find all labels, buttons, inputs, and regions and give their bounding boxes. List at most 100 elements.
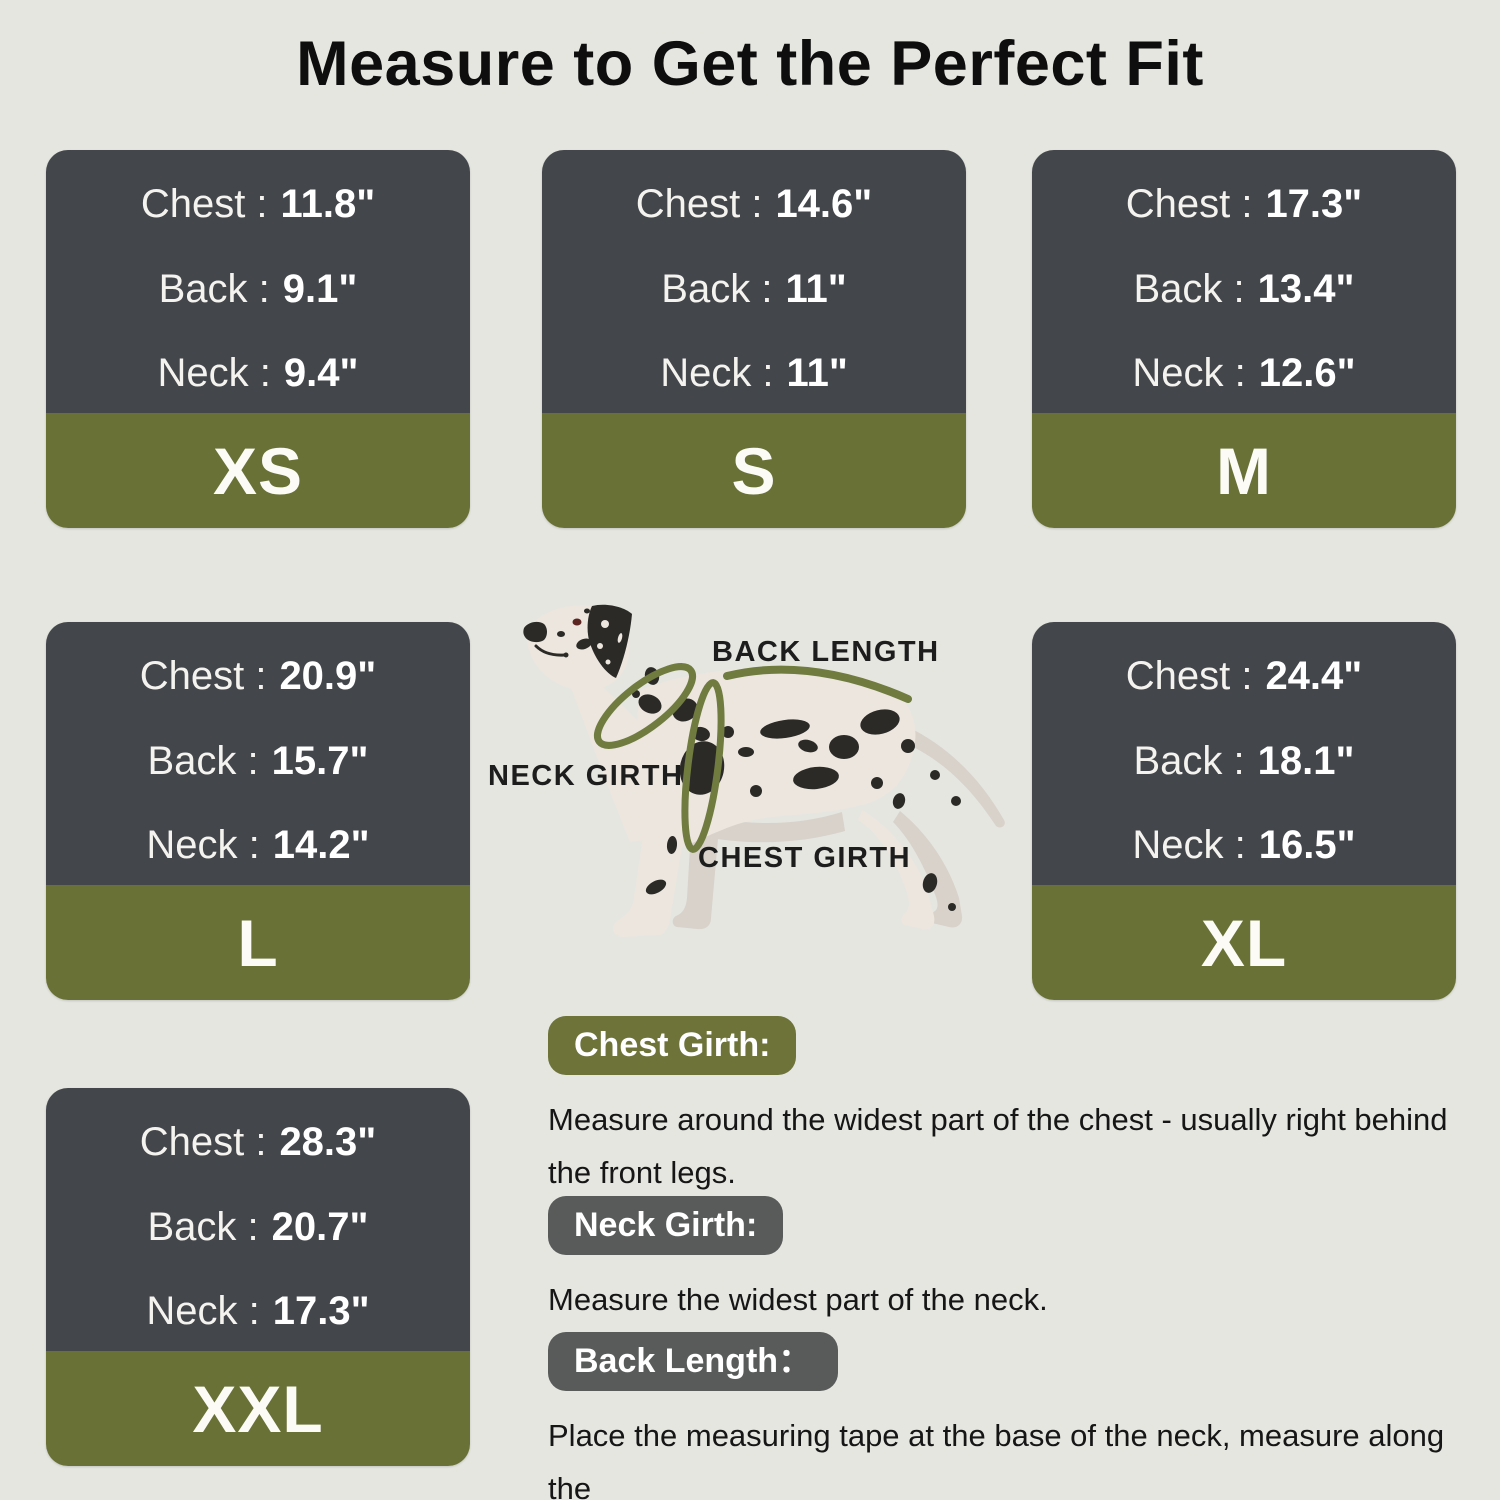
measurements-panel: Chest : 24.4" Back : 18.1" Neck : 16.5"	[1032, 622, 1456, 885]
measurement-row: Back : 11"	[542, 269, 966, 309]
back-length-label: BACK LENGTH	[712, 636, 940, 668]
measure-label: Neck :	[146, 1289, 260, 1333]
measurement-row: Neck : 12.6"	[1032, 353, 1456, 393]
measure-value: 20.7"	[271, 1204, 369, 1249]
ear-dots	[597, 620, 623, 665]
measure-label: Back :	[661, 266, 773, 311]
size-card-l: Chest : 20.9" Back : 15.7" Neck : 14.2" L	[46, 622, 470, 1000]
measure-label: Neck :	[1132, 351, 1246, 395]
neck-girth-label: NECK GIRTH	[488, 760, 684, 792]
size-band: XS	[46, 413, 470, 528]
measure-label: Neck :	[1132, 823, 1246, 867]
measure-label: Back :	[1133, 266, 1245, 311]
size-name: M	[1216, 433, 1272, 508]
measure-label: Back :	[147, 738, 259, 783]
measurement-row: Back : 18.1"	[1032, 741, 1456, 781]
measurement-row: Chest : 28.3"	[46, 1122, 470, 1162]
size-name: L	[237, 905, 279, 980]
dog-ear-patch	[587, 604, 632, 678]
measurement-row: Neck : 9.4"	[46, 353, 470, 393]
size-card-m: Chest : 17.3" Back : 13.4" Neck : 12.6" M	[1032, 150, 1456, 528]
measure-value: 17.3"	[272, 1289, 370, 1333]
dog-mouth	[534, 644, 566, 657]
measure-value: 24.4"	[1265, 654, 1363, 698]
size-name: S	[731, 433, 777, 508]
measurement-row: Neck : 16.5"	[1032, 825, 1456, 865]
measurement-row: Chest : 14.6"	[542, 184, 966, 224]
dog-measurement-diagram: BACK LENGTH NECK GIRTH CHEST GIRTH	[480, 598, 1040, 998]
measure-value: 18.1"	[1257, 738, 1355, 783]
size-card-xl: Chest : 24.4" Back : 18.1" Neck : 16.5" XL	[1032, 622, 1456, 1000]
dog-nose	[523, 621, 547, 643]
size-card-xs: Chest : 11.8" Back : 9.1" Neck : 9.4" XS	[46, 150, 470, 528]
size-band: XXL	[46, 1351, 470, 1466]
measure-value: 14.6"	[775, 182, 873, 226]
size-name: XL	[1200, 905, 1288, 980]
measure-label: Neck :	[660, 351, 774, 395]
chest-girth-badge: Chest Girth:	[548, 1016, 797, 1075]
measure-label: Chest :	[139, 654, 267, 698]
measure-value: 14.2"	[272, 823, 370, 867]
measure-value: 16.5"	[1258, 823, 1356, 867]
measurements-panel: Chest :14.6" Back :11" Neck :11"	[542, 150, 966, 413]
section-neck-girth: Neck Girth: Measure the widest part of t…	[548, 1196, 1478, 1326]
measure-label: Neck :	[157, 351, 271, 395]
size-band: XL	[1032, 885, 1456, 1000]
measurement-row: Back : 13.4"	[1032, 269, 1456, 309]
measure-value: 11"	[785, 266, 847, 311]
measure-label: Chest :	[140, 182, 268, 226]
chest-girth-line	[681, 679, 725, 853]
size-band: L	[46, 885, 470, 1000]
measure-value: 12.6"	[1258, 351, 1356, 395]
page-title: Measure to Get the Perfect Fit	[296, 29, 1204, 99]
measure-label: Chest :	[635, 182, 763, 226]
measurement-row: Neck : 17.3"	[46, 1291, 470, 1331]
measurements-panel: Chest : 20.9" Back : 15.7" Neck : 14.2"	[46, 622, 470, 885]
back-length-line	[723, 665, 912, 703]
measure-label: Back :	[147, 1204, 259, 1249]
measure-value: 28.3"	[279, 1120, 377, 1164]
measurements-panel: Chest : 17.3" Back : 13.4" Neck : 12.6"	[1032, 150, 1456, 413]
measure-label: Neck :	[146, 823, 260, 867]
dog-eye	[572, 618, 582, 626]
measurement-row: Chest : 17.3"	[1032, 184, 1456, 224]
measure-label: Chest :	[139, 1120, 267, 1164]
back-length-badge: Back Length：	[548, 1332, 839, 1391]
neck-girth-badge: Neck Girth:	[548, 1196, 784, 1255]
size-band: S	[542, 413, 966, 528]
measurement-row: Back : 20.7"	[46, 1207, 470, 1247]
size-name: XS	[212, 433, 304, 508]
measure-label: Chest :	[1125, 182, 1253, 226]
measure-label: Back :	[158, 266, 270, 311]
measure-value: 17.3"	[1265, 182, 1363, 226]
measure-label: Back :	[1133, 738, 1245, 783]
measurement-row: Neck : 14.2"	[46, 825, 470, 865]
measurement-row: Chest : 24.4"	[1032, 656, 1456, 696]
dog-shadow-shapes	[672, 726, 1005, 930]
neck-girth-line	[594, 663, 696, 749]
measurements-panel: Chest : 28.3" Back : 20.7" Neck : 17.3"	[46, 1088, 470, 1351]
measure-value: 13.4"	[1257, 266, 1355, 311]
measurement-row: Chest : 11.8"	[46, 184, 470, 224]
size-band: M	[1032, 413, 1456, 528]
measurement-row: Neck : 11"	[542, 353, 966, 393]
measure-value: 15.7"	[271, 738, 369, 783]
measure-value: 11"	[786, 351, 848, 395]
chest-girth-description: Measure around the widest part of the ch…	[548, 1101, 1448, 1190]
measure-value: 9.4"	[283, 351, 359, 395]
dog-illustration	[523, 604, 1005, 937]
size-card-s: Chest :14.6" Back :11" Neck :11" S	[542, 150, 966, 528]
measurement-row: Chest : 20.9"	[46, 656, 470, 696]
section-chest-girth: Chest Girth: Measure around the widest p…	[548, 1016, 1478, 1199]
size-name: XXL	[192, 1371, 324, 1446]
measure-value: 11.8"	[280, 182, 376, 226]
size-card-xxl: Chest : 28.3" Back : 20.7" Neck : 17.3" XXL	[46, 1088, 470, 1466]
chest-girth-label: CHEST GIRTH	[698, 842, 912, 874]
measurement-row: Back : 9.1"	[46, 269, 470, 309]
neck-girth-description: Measure the widest part of the neck.	[548, 1281, 1048, 1317]
section-back-length: Back Length： Place the measuring tape at…	[548, 1332, 1478, 1500]
measure-value: 9.1"	[282, 266, 358, 311]
measure-label: Chest :	[1125, 654, 1253, 698]
measure-value: 20.9"	[279, 654, 377, 698]
